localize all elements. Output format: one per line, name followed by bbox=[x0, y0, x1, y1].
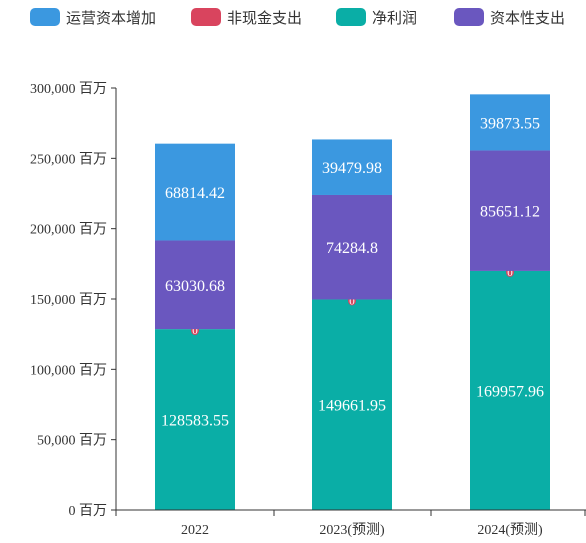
bar-segment[interactable] bbox=[312, 139, 392, 195]
data-label: 68814.42 bbox=[165, 185, 225, 202]
legend-swatch bbox=[454, 8, 484, 26]
legend-item[interactable]: 非现金支出 bbox=[191, 8, 302, 27]
bar-segment[interactable] bbox=[312, 299, 392, 510]
data-label: 0 bbox=[349, 295, 355, 307]
data-label: 169957.96 bbox=[476, 383, 544, 400]
legend-item[interactable]: 运营资本增加 bbox=[30, 8, 156, 27]
data-label: 0 bbox=[192, 325, 198, 337]
data-label: 0 bbox=[507, 267, 513, 279]
x-tick-label: 2024(预测) bbox=[477, 522, 543, 538]
legend-label: 净利润 bbox=[372, 10, 417, 27]
legend-swatch bbox=[191, 8, 221, 26]
legend-swatch bbox=[30, 8, 60, 26]
data-label: 128583.55 bbox=[161, 413, 229, 430]
y-tick-label: 100,000 百万 bbox=[30, 362, 107, 378]
legend-label: 非现金支出 bbox=[227, 10, 302, 27]
bar-segment[interactable] bbox=[470, 94, 550, 151]
data-label: 63030.68 bbox=[165, 278, 225, 295]
x-tick-label: 2022 bbox=[181, 523, 209, 538]
bar-segment[interactable] bbox=[155, 143, 235, 241]
y-tick-label: 0 百万 bbox=[69, 503, 108, 519]
legend-swatch bbox=[336, 8, 366, 26]
y-tick-label: 300,000 百万 bbox=[30, 81, 107, 97]
bar-segment[interactable] bbox=[155, 329, 235, 510]
legend-item[interactable]: 资本性支出 bbox=[454, 8, 565, 27]
y-tick-label: 200,000 百万 bbox=[30, 222, 107, 238]
data-label: 39873.55 bbox=[480, 115, 540, 132]
x-tick-label: 2023(预测) bbox=[319, 522, 385, 538]
data-label: 74284.8 bbox=[326, 240, 378, 257]
bar-segment[interactable] bbox=[470, 150, 550, 271]
data-label: 39479.98 bbox=[322, 160, 382, 177]
x-axis: 2022 2023(预测) 2024(预测) bbox=[115, 509, 586, 538]
y-tick-label: 250,000 百万 bbox=[30, 151, 107, 167]
bars: 128583.55 0 63030.68 68814.42 149661.95 0 7428… bbox=[155, 94, 550, 510]
legend-item[interactable]: 净利润 bbox=[336, 8, 417, 27]
legend-label: 资本性支出 bbox=[490, 10, 565, 27]
y-axis: 0 百万 50,000 百万 100,000 百万 150,000 百万 200,000… bbox=[30, 81, 117, 519]
bar-segment[interactable] bbox=[470, 270, 550, 510]
legend-label: 运营资本增加 bbox=[66, 10, 156, 27]
bar-segment[interactable] bbox=[155, 240, 235, 330]
data-label: 149661.95 bbox=[318, 398, 386, 415]
y-tick-label: 150,000 百万 bbox=[30, 292, 107, 308]
data-label: 85651.12 bbox=[480, 204, 540, 221]
bar-segment[interactable] bbox=[312, 194, 392, 300]
legend[interactable]: 运营资本增加 非现金支出 净利润 资本性支出 bbox=[30, 8, 565, 27]
y-tick-label: 50,000 百万 bbox=[37, 433, 107, 449]
